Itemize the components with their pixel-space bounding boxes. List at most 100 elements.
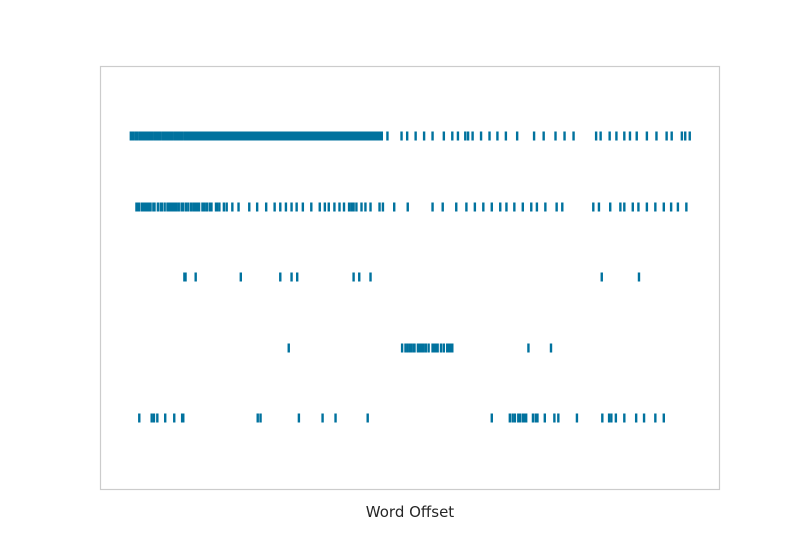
dispersion-mark xyxy=(557,413,560,423)
dispersion-mark xyxy=(406,202,409,212)
dispersion-mark xyxy=(413,343,416,353)
dispersion-mark xyxy=(665,131,668,141)
dispersion-mark xyxy=(442,343,446,353)
dispersion-mark xyxy=(327,202,330,212)
dispersion-mark xyxy=(287,343,290,353)
dispersion-mark xyxy=(409,343,413,353)
dispersion-mark xyxy=(138,413,141,423)
dispersion-mark xyxy=(685,202,688,212)
dispersion-mark xyxy=(669,202,673,212)
dispersion-mark xyxy=(614,413,618,423)
dispersion-mark xyxy=(180,202,183,212)
dispersion-mark xyxy=(431,202,434,212)
dispersion-mark xyxy=(508,413,512,423)
plot-area xyxy=(99,65,721,491)
dispersion-mark xyxy=(561,202,564,212)
dispersion-mark xyxy=(259,413,262,423)
dispersion-mark xyxy=(163,202,166,212)
dispersion-mark xyxy=(513,202,516,212)
dispersion-mark xyxy=(182,413,185,423)
dispersion-mark xyxy=(153,131,156,141)
dispersion-mark xyxy=(555,202,558,212)
dispersion-mark xyxy=(414,131,417,141)
dispersion-mark xyxy=(381,202,385,212)
dispersion-mark xyxy=(610,413,613,423)
dispersion-mark xyxy=(634,413,638,423)
dispersion-mark xyxy=(153,202,156,212)
dispersion-mark xyxy=(601,413,604,423)
dispersion-mark xyxy=(248,202,251,212)
dispersion-mark xyxy=(169,202,173,212)
dispersion-mark xyxy=(380,131,383,141)
dispersion-mark xyxy=(549,343,553,353)
dispersion-mark xyxy=(466,131,470,141)
dispersion-mark xyxy=(451,131,454,141)
marks-group xyxy=(129,131,691,423)
dispersion-mark xyxy=(167,202,171,212)
dispersion-mark xyxy=(623,131,626,141)
dispersion-mark xyxy=(366,413,369,423)
dispersion-mark xyxy=(146,202,149,212)
dispersion-mark xyxy=(442,131,446,141)
dispersion-mark xyxy=(310,202,313,212)
dispersion-mark xyxy=(623,202,626,212)
dispersion-mark xyxy=(160,202,164,212)
dispersion-mark xyxy=(490,202,493,212)
dispersion-mark xyxy=(369,202,372,212)
dispersion-mark xyxy=(488,131,491,141)
dispersion-mark xyxy=(151,131,154,141)
dispersion-mark xyxy=(662,202,665,212)
dispersion-mark xyxy=(424,343,427,353)
dispersion-mark xyxy=(181,131,184,141)
dispersion-mark xyxy=(572,131,575,141)
dispersion-mark xyxy=(531,413,535,423)
dispersion-mark xyxy=(164,131,167,141)
dispersion-mark xyxy=(464,131,467,141)
dispersion-mark xyxy=(628,131,632,141)
dispersion-mark xyxy=(597,202,601,212)
dispersion-mark xyxy=(177,202,180,212)
dispersion-mark xyxy=(456,131,460,141)
dispersion-mark xyxy=(615,131,618,141)
dispersion-mark xyxy=(347,202,351,212)
dispersion-mark xyxy=(184,272,187,282)
dispersion-mark xyxy=(662,413,665,423)
dispersion-mark xyxy=(225,202,228,212)
dispersion-mark xyxy=(355,202,358,212)
dispersion-mark xyxy=(404,343,407,353)
dispersion-mark xyxy=(434,343,438,353)
dispersion-mark xyxy=(131,131,135,141)
dispersion-mark xyxy=(422,343,425,353)
dispersion-mark xyxy=(515,131,519,141)
dispersion-mark xyxy=(504,131,508,141)
dispersion-mark xyxy=(400,131,403,141)
x-axis-label: Word Offset xyxy=(366,503,455,521)
dispersion-mark xyxy=(187,202,190,212)
dispersion-mark xyxy=(637,202,640,212)
dispersion-mark xyxy=(189,202,193,212)
dispersion-mark xyxy=(534,413,537,423)
dispersion-mark xyxy=(239,272,242,282)
dispersion-mark xyxy=(164,413,167,423)
dispersion-mark xyxy=(594,131,598,141)
dispersion-mark xyxy=(323,202,327,212)
dispersion-mark xyxy=(195,202,199,212)
dispersion-mark xyxy=(544,202,547,212)
dispersion-mark xyxy=(295,202,298,212)
dispersion-mark xyxy=(205,202,209,212)
dispersion-mark xyxy=(297,413,301,423)
dispersion-mark xyxy=(338,202,341,212)
dispersion-mark xyxy=(176,131,179,141)
dispersion-mark xyxy=(352,272,355,282)
dispersion-mark xyxy=(156,202,160,212)
dispersion-mark xyxy=(194,272,197,282)
dispersion-mark xyxy=(654,202,657,212)
dispersion-mark xyxy=(635,131,638,141)
dispersion-mark xyxy=(431,131,434,141)
dispersion-mark xyxy=(542,131,545,141)
dispersion-mark xyxy=(645,131,649,141)
dispersion-mark xyxy=(273,202,276,212)
dispersion-mark xyxy=(473,202,477,212)
dispersion-mark xyxy=(138,202,141,212)
dispersion-mark xyxy=(554,131,557,141)
